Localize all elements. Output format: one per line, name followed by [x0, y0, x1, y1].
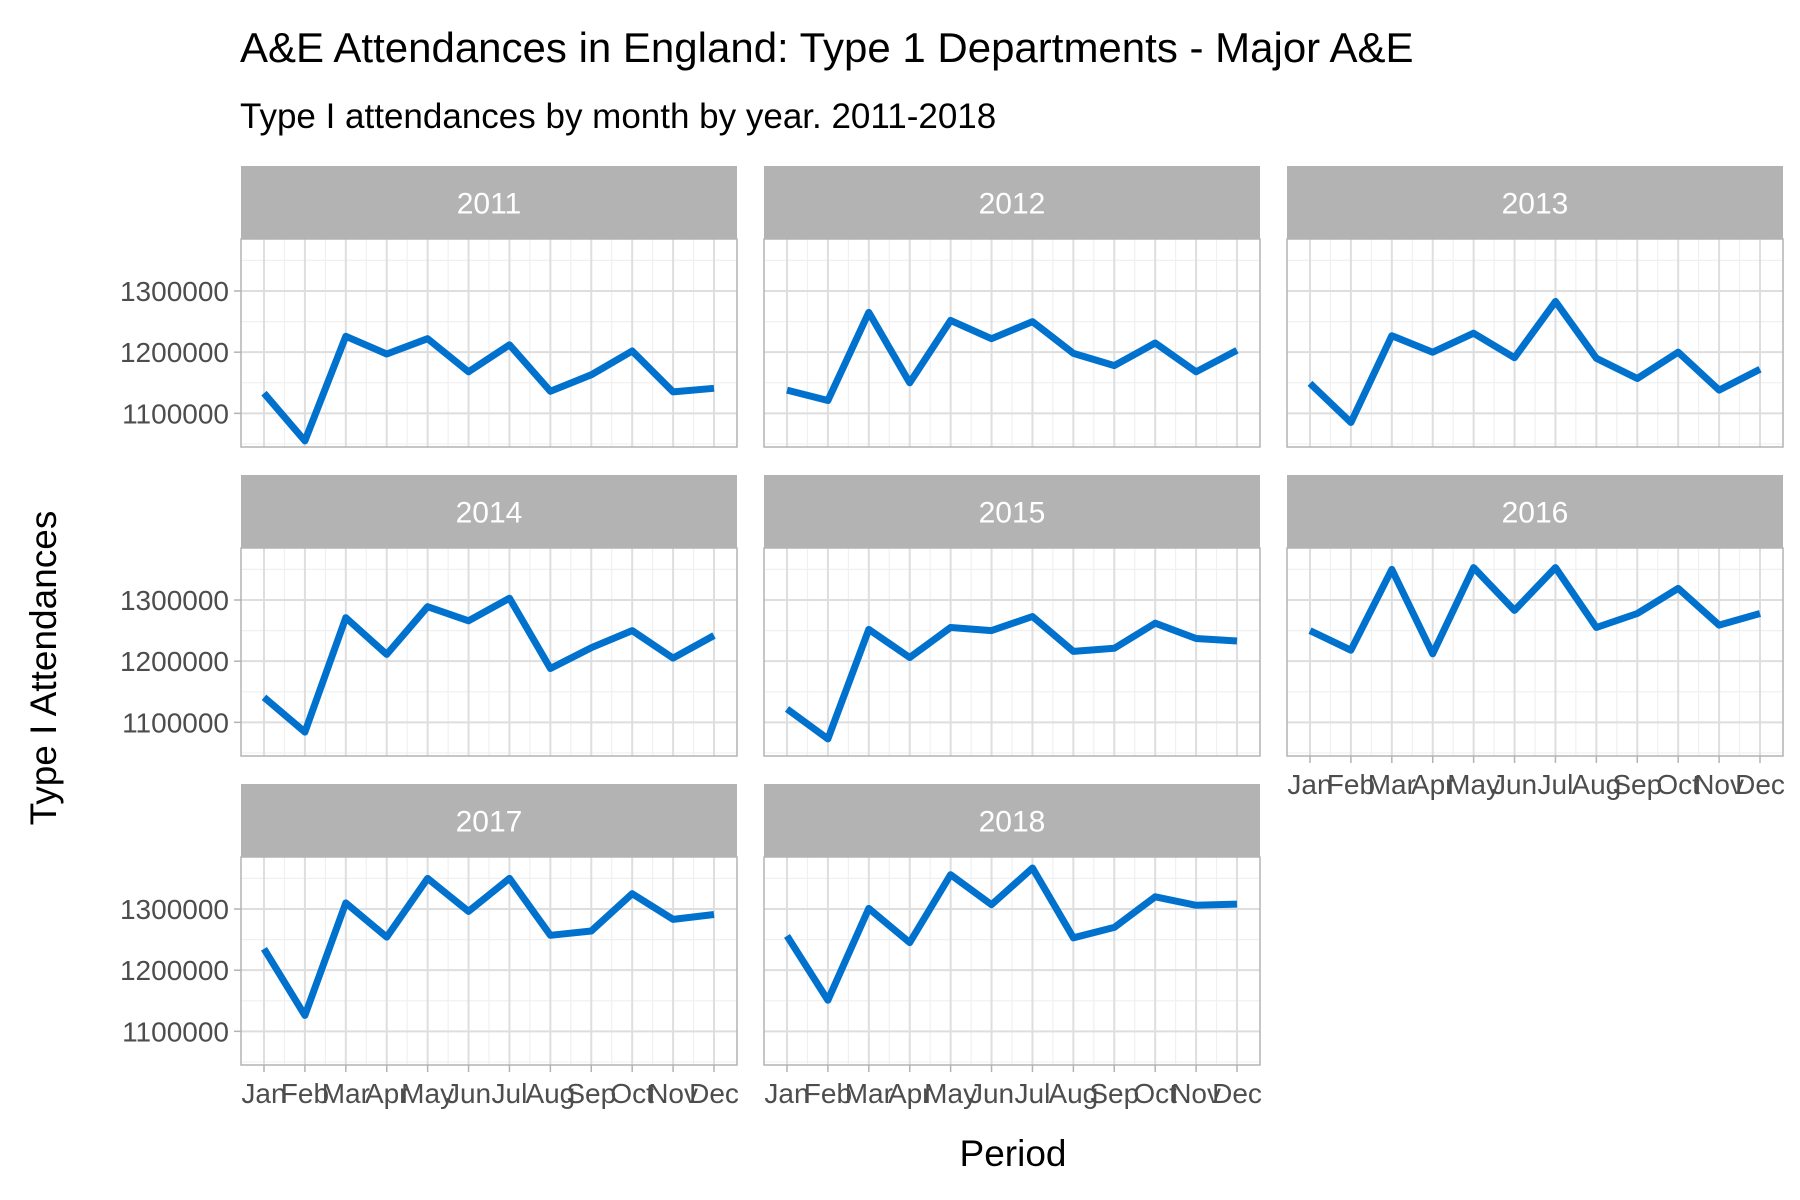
x-tick-label: Oct — [610, 1078, 654, 1109]
y-tick-label: 1200000 — [120, 955, 229, 986]
facet-panel-2014: 2014 1100000 1200000 1300000 — [120, 475, 738, 757]
x-tick-label: Feb — [281, 1078, 329, 1109]
x-tick-label: Dec — [1212, 1078, 1262, 1109]
facet-strip-label: 2016 — [1502, 497, 1569, 530]
facet-strip — [1287, 475, 1783, 548]
x-tick-label: Jul — [1015, 1078, 1051, 1109]
series-line-2012 — [786, 308, 1239, 404]
chart-subtitle: Type I attendances by month by year. 201… — [240, 97, 996, 136]
y-tick-label: 1100000 — [122, 1016, 229, 1047]
x-tick-label: Sep — [1612, 769, 1662, 800]
facet-strip-label: 2017 — [456, 806, 523, 839]
series-line-2016 — [1308, 564, 1761, 658]
y-tick-label: 1200000 — [120, 337, 229, 368]
facet-strip-label: 2014 — [456, 497, 523, 530]
x-tick-label: Jun — [446, 1078, 491, 1109]
x-tick-label: Apr — [365, 1078, 409, 1109]
series-line-2017 — [261, 874, 715, 1019]
panel-border — [1286, 238, 1784, 448]
facet-strip — [764, 784, 1260, 857]
facet-strip — [1287, 166, 1783, 239]
y-tick-label: 1100000 — [122, 707, 229, 738]
y-tick-label: 1300000 — [120, 276, 229, 307]
facet-panel-2012: 2012 — [763, 166, 1261, 448]
x-tick-label: Jan — [241, 1078, 286, 1109]
facet-strip — [241, 166, 737, 239]
panel-border — [240, 547, 738, 757]
facet-strip-label: 2015 — [979, 497, 1046, 530]
x-tick-label: Feb — [1327, 769, 1375, 800]
x-tick-label: Jul — [1538, 769, 1574, 800]
x-tick-label: Dec — [1735, 769, 1785, 800]
panel-border — [763, 547, 1261, 757]
x-tick-label: Aug — [1571, 769, 1621, 800]
panel-border — [1286, 547, 1784, 757]
x-tick-label: Jun — [1492, 769, 1537, 800]
facet-panels: 2011 1100000 1200000 1300000 2012 2013 2014 110… — [120, 166, 1785, 1109]
facet-strip-label: 2018 — [979, 806, 1046, 839]
x-tick-label: Jan — [1287, 769, 1332, 800]
panel-border — [763, 238, 1261, 448]
series-line-2015 — [784, 613, 1238, 743]
x-tick-label: Jun — [969, 1078, 1014, 1109]
facet-strip — [764, 475, 1260, 548]
y-axis-title: Type I Attendances — [23, 511, 64, 826]
facet-panel-2013: 2013 — [1286, 166, 1784, 448]
series-line-2011 — [261, 332, 715, 445]
x-tick-label: Oct — [1656, 769, 1700, 800]
x-tick-label: May — [924, 1078, 977, 1109]
facet-strip — [241, 475, 737, 548]
facet-panel-2011: 2011 1100000 1200000 1300000 — [120, 166, 738, 448]
facet-panel-2015: 2015 — [763, 475, 1261, 757]
x-tick-label: Apr — [1411, 769, 1455, 800]
x-tick-label: Nov — [648, 1078, 698, 1109]
x-tick-label: Aug — [1048, 1078, 1098, 1109]
chart-title: A&E Attendances in England: Type 1 Depar… — [240, 24, 1414, 71]
x-tick-label: May — [401, 1078, 454, 1109]
series-line-2018 — [784, 864, 1238, 1004]
x-tick-label: Sep — [1089, 1078, 1139, 1109]
x-tick-label: Mar — [845, 1078, 893, 1109]
panel-border — [763, 856, 1261, 1066]
facet-strip — [764, 166, 1260, 239]
x-tick-label: Apr — [888, 1078, 932, 1109]
x-tick-label: Nov — [1694, 769, 1744, 800]
y-tick-label: 1300000 — [120, 894, 229, 925]
facet-strip-label: 2011 — [457, 188, 522, 221]
x-tick-label: Mar — [322, 1078, 370, 1109]
series-line-2014 — [261, 594, 716, 736]
y-tick-label: 1300000 — [120, 585, 229, 616]
x-tick-label: Dec — [689, 1078, 739, 1109]
x-tick-label: Sep — [566, 1078, 616, 1109]
y-tick-label: 1100000 — [122, 398, 229, 429]
x-tick-label: Jul — [492, 1078, 528, 1109]
panel-border — [240, 856, 738, 1066]
x-tick-label: Jan — [764, 1078, 809, 1109]
x-axis-title: Period — [960, 1133, 1067, 1174]
x-tick-label: Aug — [525, 1078, 575, 1109]
panel-border — [240, 238, 738, 448]
facet-strip-label: 2013 — [1502, 188, 1569, 221]
x-tick-label: May — [1447, 769, 1500, 800]
facet-panel-2017: 2017 1100000 1200000 1300000 JanFebMarAprMay… — [120, 784, 739, 1109]
facet-strip-label: 2012 — [979, 188, 1046, 221]
x-tick-label: Oct — [1133, 1078, 1177, 1109]
x-tick-label: Feb — [804, 1078, 852, 1109]
series-line-2013 — [1307, 297, 1762, 426]
x-tick-label: Mar — [1368, 769, 1416, 800]
x-tick-label: Nov — [1171, 1078, 1221, 1109]
facet-strip — [241, 784, 737, 857]
y-tick-label: 1200000 — [120, 646, 229, 677]
